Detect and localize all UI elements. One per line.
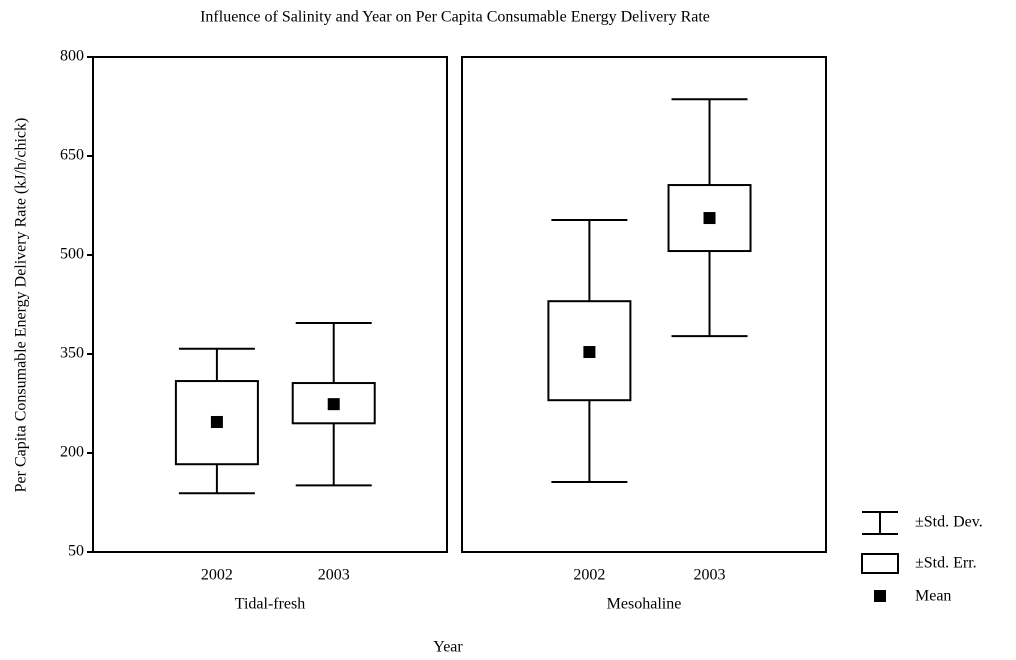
y-axis-label: Per Capita Consumable Energy Delivery Ra…: [13, 118, 30, 493]
x-axis-label: Year: [433, 639, 463, 656]
mean-marker: [703, 212, 716, 225]
chart-title: Influence of Salinity and Year on Per Ca…: [200, 9, 710, 26]
se-box: [291, 382, 376, 425]
x-tick-label: 2003: [318, 567, 350, 584]
legend-se-icon: [861, 553, 899, 574]
y-tick-label: 500: [60, 246, 84, 263]
legend-label: ±Std. Dev.: [915, 514, 983, 531]
y-tick-label: 650: [60, 147, 84, 164]
panel-frame: [461, 56, 827, 553]
y-tick-label: 200: [60, 444, 84, 461]
se-box: [667, 184, 752, 253]
legend: ±Std. Dev. ±Std. Err. Mean: [861, 511, 983, 605]
panel-frame: [92, 56, 448, 553]
mean-marker: [583, 346, 596, 359]
x-tick-label: 2003: [694, 567, 726, 584]
panel-label: Tidal-fresh: [235, 596, 306, 613]
panel-label: Mesohaline: [607, 596, 682, 613]
mean-marker: [210, 415, 223, 428]
legend-label: Mean: [915, 588, 951, 605]
se-box: [174, 380, 259, 466]
y-tick-label: 350: [60, 345, 84, 362]
y-tick-label: 800: [60, 48, 84, 65]
y-tick-label: 50: [68, 543, 84, 560]
x-tick-label: 2002: [201, 567, 233, 584]
legend-mean-icon: [874, 590, 886, 602]
se-box: [547, 300, 632, 402]
mean-marker: [327, 398, 340, 411]
x-tick-label: 2002: [573, 567, 605, 584]
legend-label: ±Std. Err.: [915, 555, 977, 572]
